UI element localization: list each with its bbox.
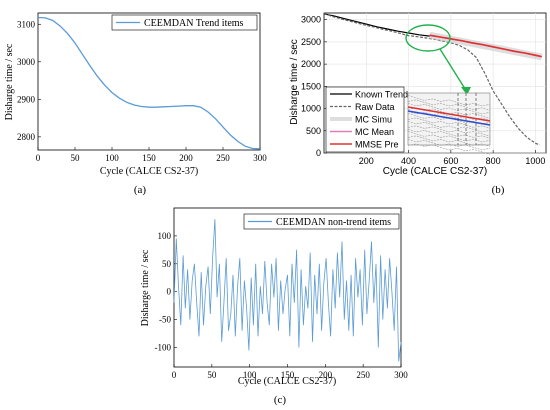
chart-b-series-known-trend [323,13,430,37]
chart-b-ytick-label: 1500 [301,81,321,91]
chart-a-lines [37,16,261,150]
chart-c: 0 50 100 150 200 250 300 -100 -50 0 50 100 CEEMDAN … [140,207,409,406]
chart-a-ytick-label: 2800 [17,132,36,142]
chart-b-inset-mmse-line [407,106,491,122]
chart-c-xtick-label: 200 [319,370,333,380]
chart-a-xlabel: Cycle (CALCE CS2-37) [100,166,198,177]
chart-c-xtick-label: 50 [207,370,217,380]
chart-a-xtick-label: 50 [71,153,81,163]
chart-b-inset-raw-trace [407,99,491,111]
chart-c-ytick-label: -50 [159,315,171,325]
chart-c-legend: CEEMDAN non-trend items [243,213,400,230]
chart-c-xtick-label: 150 [281,370,295,380]
chart-b-ytick-label: 2000 [301,59,321,69]
chart-b-legend-label: MMSE Pre [355,140,399,150]
chart-b-xtick-label: 400 [401,156,416,166]
chart-b-series-mmse-pre [429,34,542,58]
chart-c-ytick-label: 0 [167,287,172,297]
panel-a-label: (a) [134,184,147,196]
chart-c-series-ceemdan-non-trend-items [173,219,402,362]
chart-b-zoom-arrowhead [461,87,471,95]
chart-c-xlabel: Cycle (CALCE CS2-37) [238,376,336,387]
chart-c-legend-box [243,213,400,230]
chart-b-inset-raw-trace [407,135,491,147]
chart-b-inset-raw-trace [407,131,491,143]
chart-a-series-ceemdan-trend-items [37,16,261,150]
chart-c-xtick-label: 0 [172,370,177,380]
chart-b-ticks: 200 400 600 800 1000 0 500 1000 1500 2000 2500 3000 [301,15,545,166]
chart-b-legend: Known Trend Raw Data MC Simu MC Mean MMSE Pr… [325,86,408,153]
chart-a-xtick-label: 0 [36,153,41,163]
panel-c-label: (c) [274,394,287,406]
chart-b-legend-label: Known Trend [355,90,408,100]
chart-a-ytick-label: 3000 [17,57,36,67]
chart-b-xtick-label: 200 [359,156,374,166]
chart-b-inset-raw-trace [407,103,491,115]
chart-a-xtick-label: 300 [253,153,267,163]
chart-a-xtick-label: 250 [216,153,230,163]
chart-c-legend-label: CEEMDAN non-trend items [276,217,391,228]
chart-b-inset-raw-trace [407,95,491,107]
chart-c-ytick-label: 100 [158,231,172,241]
chart-a-legend-box [111,14,258,31]
chart-a-xtick-label: 200 [179,153,193,163]
chart-b-xtick-label: 1000 [525,156,545,166]
chart-a-ytick-label: 3100 [17,19,36,29]
chart-c-ytick-label: -100 [155,342,172,352]
chart-c-frame [173,207,402,368]
panel-b-label: (b) [492,184,505,196]
chart-b-xlabel: Cycle (CALCE CS2-37) [383,166,487,177]
chart-c-ytick-label: 50 [162,259,172,269]
chart-b-inset-raw-trace [407,121,491,133]
chart-b-ylabel: Disharge time / sec [289,39,300,125]
chart-a-legend-label: CEEMDAN Trend items [144,18,244,29]
chart-b-legend-label: MC Mean [355,127,394,137]
chart-b-ytick-label: 1000 [301,104,321,114]
chart-a-frame [37,12,261,151]
chart-b-xtick-label: 600 [443,156,458,166]
chart-a-legend: CEEMDAN Trend items [111,14,258,31]
chart-b-inset-raw-trace [407,117,491,129]
chart-c-xtick-label: 250 [356,370,370,380]
chart-b-inset-raw-trace [407,139,491,151]
chart-c-xtick-label: 300 [394,370,408,380]
chart-b: 200 400 600 800 1000 0 500 1000 1500 2000 2500 3000… [289,12,547,196]
chart-b-legend-label: Raw Data [355,102,395,112]
chart-b-legend-label: MC Simu [355,115,392,125]
chart-b-ytick-label: 2500 [301,37,321,47]
chart-c-ylabel: Disharge time / sec [140,249,151,326]
chart-a-ticks: 0 50 100 150 200 250 300 2800 2900 3000 3100 [17,19,267,163]
chart-b-zoom-arrow [439,48,468,93]
chart-a-ytick-label: 2900 [17,94,36,104]
chart-c-ticks: 0 50 100 150 200 250 300 -100 -50 0 50 100 [155,231,409,380]
chart-c-xtick-label: 100 [243,370,257,380]
chart-c-lines [173,219,402,362]
chart-b-highlight-ellipse [405,24,451,52]
chart-b-inset-raw-trace [407,129,491,139]
chart-b-inset-raw-trace [407,125,491,137]
chart-a-xtick-label: 150 [142,153,156,163]
chart-b-zoom-inset [407,92,491,155]
chart-b-xtick-label: 800 [486,156,501,166]
chart-b-inset-raw-trace [407,143,491,155]
chart-b-ytick-label: 0 [316,148,321,158]
chart-a: 0 50 100 150 200 250 300 2800 2900 3000 3100 CEEMD… [4,12,267,196]
chart-b-lines [323,12,543,146]
chart-a-ylabel: Disharge time / sec [4,43,15,120]
chart-b-ytick-label: 500 [306,126,321,136]
chart-a-xtick-label: 100 [105,153,119,163]
chart-b-inset-mean-line [407,110,491,126]
chart-b-inset-content [407,93,491,155]
chart-b-ytick-label: 3000 [301,15,321,25]
